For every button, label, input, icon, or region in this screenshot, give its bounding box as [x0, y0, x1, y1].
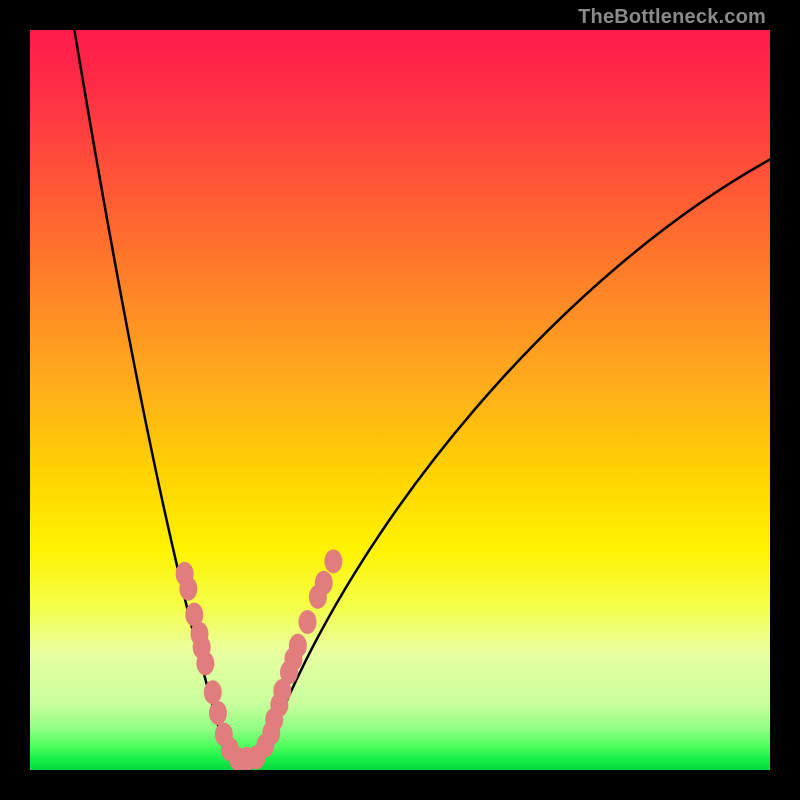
data-marker — [179, 577, 197, 601]
data-marker — [315, 571, 333, 595]
data-marker — [299, 610, 317, 634]
data-marker — [204, 680, 222, 704]
data-markers — [176, 549, 343, 770]
data-marker — [324, 549, 342, 573]
data-marker — [289, 634, 307, 658]
curve-layer — [30, 30, 770, 770]
data-marker — [196, 651, 214, 675]
attribution-text: TheBottleneck.com — [578, 6, 766, 29]
data-marker — [209, 701, 227, 725]
plot-area — [30, 30, 770, 770]
v-curve — [74, 30, 770, 754]
outer-frame: TheBottleneck.com — [0, 0, 800, 800]
